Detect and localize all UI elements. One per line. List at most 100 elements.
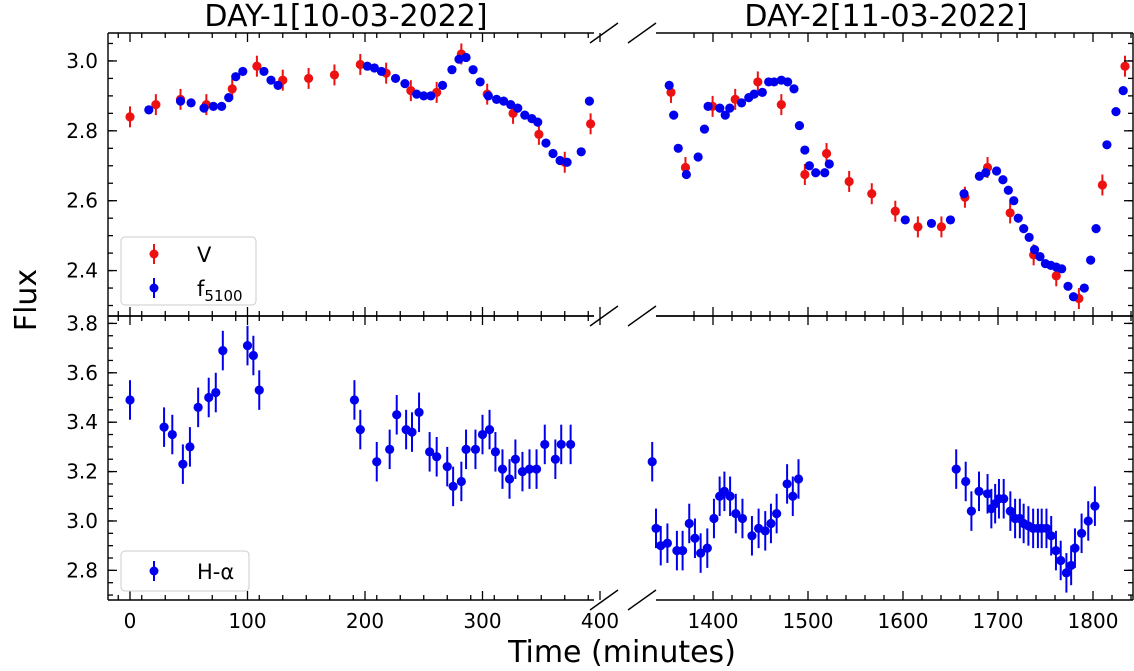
halpha-flux-point [550, 454, 560, 464]
x-tick-label: 1700 [973, 609, 1024, 633]
halpha-flux-point [456, 476, 466, 487]
f5100-flux-point [720, 110, 730, 120]
v-flux-point [329, 70, 340, 80]
bottom-y-tick-label: 3.2 [66, 460, 98, 484]
f5100-flux-point [186, 98, 196, 108]
f5100-flux-point [794, 120, 805, 131]
break-mark-top-left [589, 22, 619, 44]
x-axis-label: Time (minutes) [507, 635, 736, 670]
f5100-flux-point [584, 96, 595, 106]
f5100-flux-point [533, 117, 543, 127]
f5100-flux-point [475, 77, 485, 87]
f5100-flux-point [959, 189, 969, 199]
halpha-flux-point [747, 531, 757, 541]
halpha-flux-point [760, 526, 770, 536]
legend-f5100-marker [149, 283, 159, 293]
f5100-flux-point [400, 79, 410, 89]
v-flux-point [252, 61, 262, 71]
f5100-flux-point [238, 66, 248, 77]
halpha-flux-point [951, 464, 961, 474]
bottom-y-tick-label: 3.4 [66, 410, 98, 434]
f5100-flux-point [769, 77, 779, 87]
legend-halpha-label: H-α [197, 560, 234, 584]
halpha-flux-point [385, 444, 395, 454]
f5100-flux-point [217, 101, 227, 111]
f5100-flux-point [757, 87, 767, 97]
f5100-flux-point [681, 169, 691, 180]
bottom-y-tick-label: 3.6 [66, 361, 98, 385]
x-tick-label: 100 [228, 609, 266, 633]
bottom-legend: H-α [120, 550, 250, 592]
f5100-flux-point [266, 75, 276, 85]
v-flux-point [753, 77, 763, 87]
f5100-flux-point [231, 72, 241, 82]
x-tick-label: 200 [346, 609, 384, 633]
f5100-flux-point [576, 147, 586, 157]
f5100-flux-point [499, 96, 509, 106]
halpha-flux-point [248, 350, 258, 361]
halpha-flux-point [737, 513, 748, 524]
f5100-flux-point [548, 148, 558, 159]
halpha-flux-point [651, 523, 661, 533]
halpha-flux-point [782, 479, 792, 489]
f5100-flux-point [1091, 224, 1101, 234]
f5100-flux-point [1019, 224, 1029, 234]
day2-title: DAY-2[11-03-2022] [744, 0, 1027, 34]
halpha-flux-point [1083, 516, 1093, 526]
f5100-flux-point [390, 73, 401, 84]
axis-tick-labels: 0 100 200 300 400 1400 1500 1600 1700 1800 2.4 2.6 2… [66, 49, 1118, 633]
f5100-flux-point [555, 155, 565, 166]
v-flux-point [1051, 271, 1061, 281]
v-flux-point [936, 222, 947, 232]
f5100-flux-point [506, 100, 516, 110]
halpha-flux-point [193, 402, 203, 412]
halpha-flux-point [477, 429, 488, 440]
f5100-flux-point [811, 168, 821, 178]
v-flux-point [844, 176, 854, 187]
f5100-flux-point [447, 65, 457, 75]
f5100-flux-point [945, 215, 956, 225]
halpha-flux-point [414, 407, 424, 417]
v-flux-point [821, 148, 832, 159]
halpha-flux-point [662, 538, 673, 548]
halpha-flux-point [185, 442, 195, 452]
top-legend: V f5100 [120, 236, 257, 306]
v-flux-point [680, 162, 691, 173]
halpha-flux-point [218, 345, 228, 356]
f5100-flux-point [783, 77, 793, 87]
break-mark-bottom-left [589, 589, 619, 611]
f5100-flux-point [1086, 255, 1096, 265]
f5100-flux-point [749, 89, 759, 99]
halpha-flux-point [540, 439, 550, 450]
halpha-flux-point [159, 422, 169, 432]
v-flux-point [800, 169, 810, 180]
x-tick-label: 0 [124, 609, 137, 633]
halpha-flux-point [961, 476, 971, 487]
v-flux-point [776, 100, 786, 110]
top-y-tick-label: 2.6 [66, 189, 98, 213]
halpha-flux-point [178, 459, 188, 469]
f5100-flux-point [1029, 245, 1040, 255]
f5100-flux-point [926, 218, 937, 229]
halpha-flux-point [1056, 555, 1066, 566]
f5100-flux-point [715, 103, 725, 113]
halpha-flux-point [556, 439, 566, 450]
x-tick-label: 1400 [688, 609, 739, 633]
f5100-flux-point [419, 91, 429, 101]
f5100-flux-point [693, 152, 703, 162]
halpha-flux-point [204, 392, 214, 403]
bottom-panel-data-marks [125, 325, 1100, 593]
halpha-flux-point [531, 464, 542, 474]
break-mark-middle-left [589, 305, 619, 327]
f5100-flux-point [1057, 264, 1067, 274]
f5100-flux-point [824, 159, 834, 169]
f5100-flux-point [673, 143, 683, 153]
halpha-flux-point [793, 474, 804, 484]
v-flux-point [890, 206, 900, 216]
v-flux-point [913, 222, 923, 232]
f5100-flux-point [1068, 292, 1079, 302]
x-tick-label: 300 [463, 609, 501, 633]
halpha-flux-point [678, 546, 688, 556]
x-tick-label: 1500 [783, 609, 834, 633]
legend-f5100-base: f [197, 277, 205, 301]
